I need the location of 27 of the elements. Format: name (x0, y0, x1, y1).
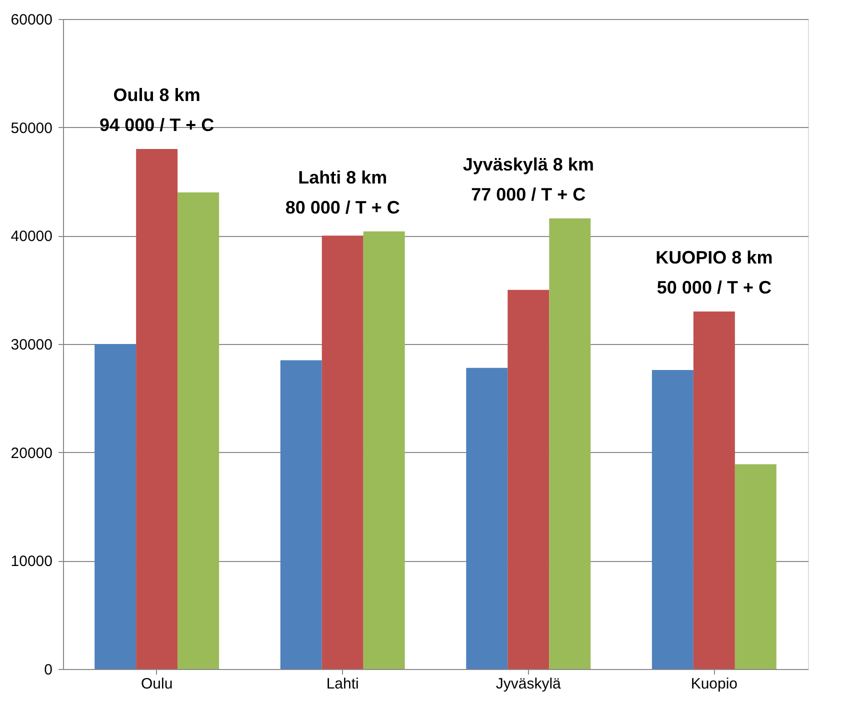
y-tick-label: 40000 (10, 228, 52, 246)
y-tick-label: 0 (44, 662, 52, 678)
annotation: Jyväskylä 8 km 77 000 / T + C (462, 154, 594, 204)
x-tick-label: Kuopio (690, 676, 738, 692)
bar (363, 231, 405, 669)
bar (178, 192, 220, 669)
bar (508, 290, 550, 669)
x-tick-label: Jyväskylä (496, 676, 562, 692)
bar (94, 344, 136, 669)
bar (322, 236, 364, 669)
y-tick-label: 30000 (10, 336, 52, 354)
annotation: Oulu 8 km 94 000 / T + C (100, 85, 214, 135)
y-tick-label: 50000 (10, 120, 52, 137)
y-tick-label: 10000 (10, 553, 52, 570)
y-tick-label: 60000 (10, 12, 52, 28)
bar (280, 360, 322, 669)
y-tick-label: 20000 (10, 444, 52, 462)
x-tick-label: Lahti (326, 676, 359, 692)
bar (136, 149, 178, 669)
bar (466, 368, 508, 669)
bar (734, 464, 776, 669)
x-tick-label: Oulu (140, 676, 173, 692)
annotation: KUOPIO 8 km 50 000 / T + C (656, 248, 773, 298)
bar (549, 218, 591, 669)
bar (693, 312, 735, 669)
bar (652, 370, 694, 669)
annotation: Lahti 8 km 80 000 / T + C (285, 167, 400, 218)
